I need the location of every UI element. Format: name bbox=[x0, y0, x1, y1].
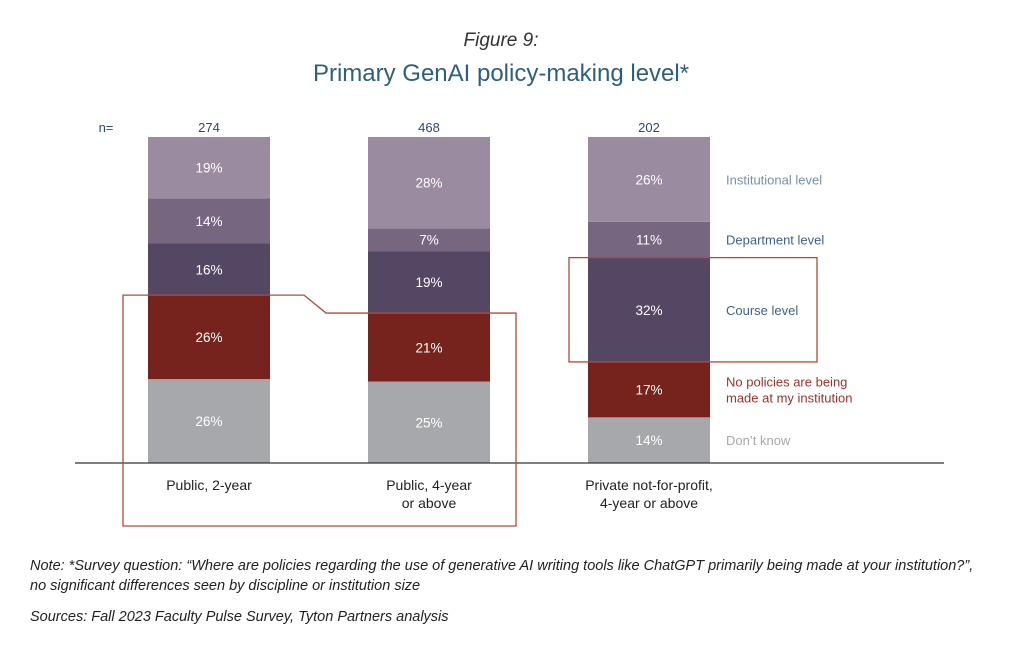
data-label: 26% bbox=[195, 330, 222, 345]
data-label: 21% bbox=[415, 340, 442, 355]
data-label: 26% bbox=[635, 172, 662, 187]
bar-segment bbox=[368, 381, 490, 463]
data-label: 19% bbox=[195, 161, 222, 176]
bar-segment bbox=[368, 251, 490, 314]
chart-sources: Sources: Fall 2023 Faculty Pulse Survey,… bbox=[30, 609, 449, 625]
category-label: Private not-for-profit, bbox=[585, 477, 713, 493]
bar-segment bbox=[588, 137, 710, 222]
highlight-box-course-level bbox=[568, 256, 818, 363]
bar-segment bbox=[148, 198, 270, 244]
legend-label: Course level bbox=[726, 303, 798, 318]
chart-note: Note: *Survey question: “Where are polic… bbox=[30, 558, 974, 594]
bar-segment bbox=[588, 257, 710, 362]
legend-label: made at my institution bbox=[726, 391, 852, 406]
bar-segment bbox=[588, 417, 710, 463]
n-value: 202 bbox=[638, 120, 660, 135]
category-label: Public, 4-year bbox=[386, 477, 472, 493]
legend-label: Department level bbox=[726, 233, 824, 248]
bar-segment bbox=[148, 137, 270, 199]
n-value: 274 bbox=[198, 120, 220, 135]
data-label: 25% bbox=[415, 415, 442, 430]
bar-segment bbox=[368, 137, 490, 229]
bar-segment bbox=[148, 379, 270, 463]
bar-segment bbox=[588, 221, 710, 258]
legend-label: No policies are being bbox=[726, 375, 847, 390]
category-label: Public, 2-year bbox=[166, 477, 252, 493]
category-label: 4-year or above bbox=[600, 495, 698, 511]
legend-label: Don’t know bbox=[726, 433, 791, 448]
chart-title: Primary GenAI policy-making level* bbox=[312, 60, 690, 87]
data-label: 17% bbox=[635, 383, 662, 398]
data-label: 19% bbox=[415, 275, 442, 290]
bar-segment bbox=[368, 313, 490, 382]
data-label: 26% bbox=[195, 414, 222, 429]
data-label: 16% bbox=[195, 262, 222, 277]
data-label: 7% bbox=[419, 233, 439, 248]
data-label: 32% bbox=[635, 303, 662, 318]
data-label: 11% bbox=[636, 233, 662, 248]
category-label: or above bbox=[402, 495, 457, 511]
stacked-bar-chart: n= 274 468 202 26% 26% 16% 14% 19% 25% 21% 19% 7% 28%… bbox=[75, 120, 944, 527]
bar-segment bbox=[148, 295, 270, 380]
data-label: 14% bbox=[195, 214, 222, 229]
data-label: 28% bbox=[415, 176, 442, 191]
n-label: n= bbox=[99, 120, 114, 135]
data-label: 14% bbox=[635, 433, 662, 448]
highlight-box-public bbox=[122, 294, 517, 527]
figure-label: Figure 9: bbox=[463, 30, 539, 51]
bar-segment bbox=[148, 243, 270, 296]
legend-label: Institutional level bbox=[726, 172, 822, 187]
bar-segment bbox=[588, 361, 710, 418]
bar-segment bbox=[368, 228, 490, 252]
n-value: 468 bbox=[418, 120, 440, 135]
